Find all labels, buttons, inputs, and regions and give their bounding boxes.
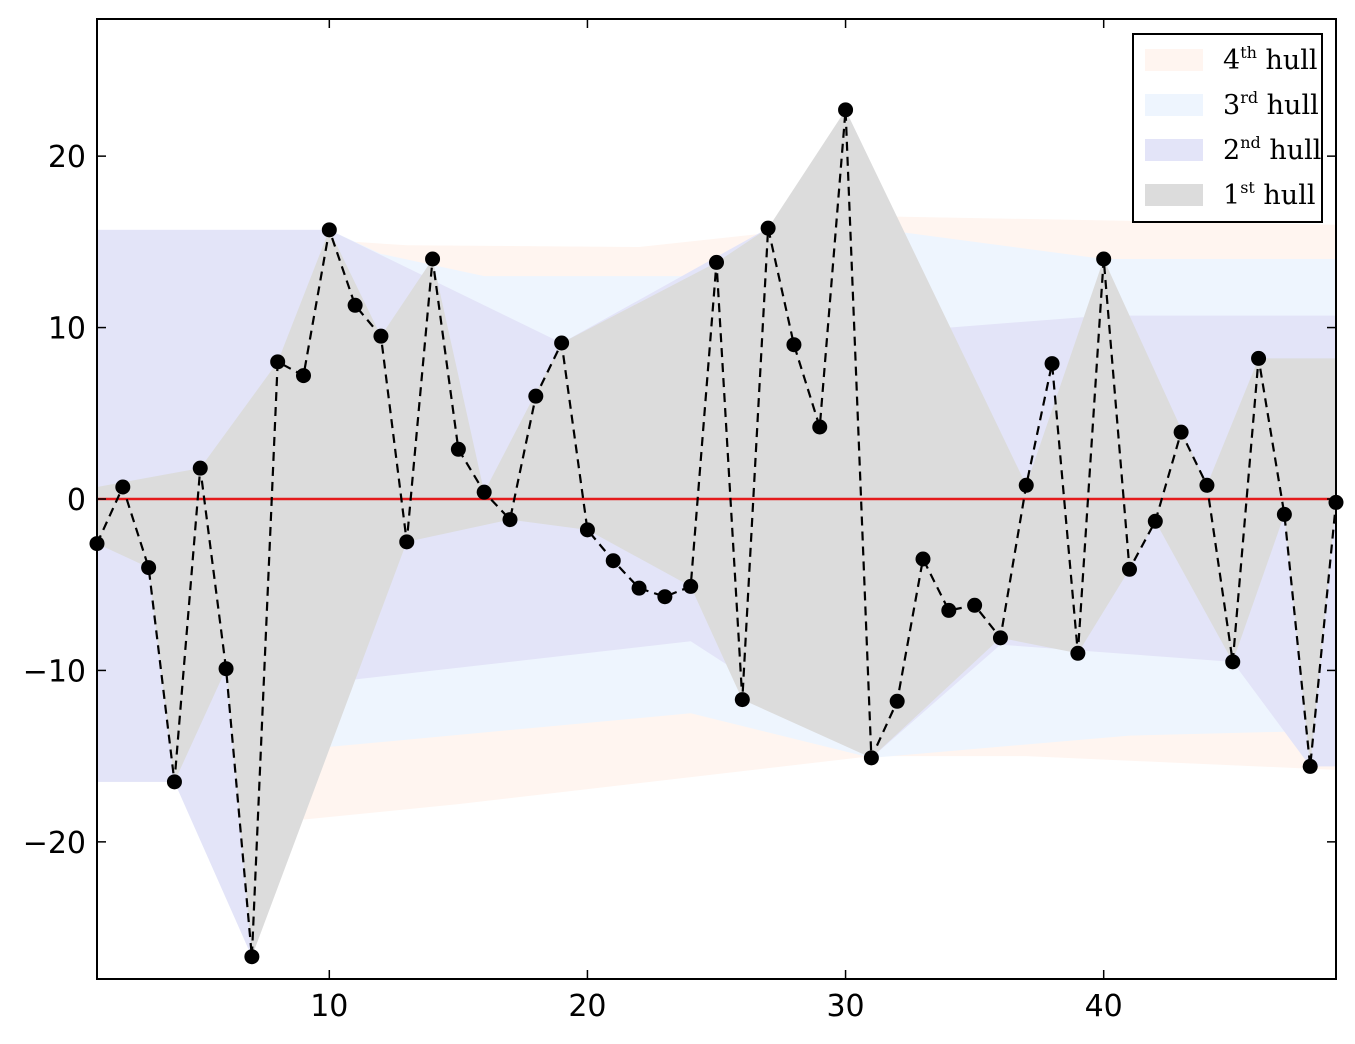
data-point [450, 441, 466, 457]
x-tick-label: 30 [826, 989, 864, 1024]
data-point [605, 553, 621, 569]
legend-label: 1st hull [1223, 178, 1315, 211]
legend-swatch [1145, 94, 1203, 116]
legend-swatch [1145, 184, 1203, 206]
legend-swatch [1145, 139, 1203, 161]
data-point [1122, 561, 1137, 577]
legend: 4th hull 3rd hull 2nd hull 1st hull [1132, 33, 1323, 223]
data-point [425, 251, 441, 267]
data-point [760, 220, 776, 236]
x-tick-label: 10 [310, 989, 348, 1024]
y-tick-label: 0 [67, 483, 86, 518]
legend-label: 3rd hull [1223, 88, 1319, 121]
data-point [347, 297, 363, 313]
data-point [863, 750, 879, 766]
data-point [657, 589, 673, 605]
axis-ticks: 10 20 30 40 20 10 0 −10 −20 [23, 19, 1336, 1024]
data-point [709, 254, 724, 270]
data-point [631, 580, 647, 596]
data-point [244, 949, 260, 965]
data-point [1018, 477, 1034, 493]
data-point [1225, 654, 1241, 670]
hull-areas [97, 109, 1336, 957]
data-point [992, 630, 1008, 646]
data-point [1302, 758, 1318, 774]
data-point [967, 597, 983, 613]
data-point [502, 512, 518, 528]
data-point [838, 102, 854, 118]
data-point [1044, 356, 1060, 372]
data-point [476, 484, 492, 500]
data-point [734, 692, 750, 708]
x-tick-label: 20 [568, 989, 606, 1024]
data-point [1096, 251, 1112, 267]
data-point [192, 460, 208, 476]
data-point [812, 419, 828, 435]
data-point [1147, 513, 1163, 529]
data-point [166, 774, 182, 790]
data-point [528, 388, 544, 404]
data-point [786, 337, 802, 353]
y-tick-label: −10 [23, 654, 86, 689]
hull-1st [97, 109, 1336, 957]
data-point [915, 551, 931, 567]
data-point [683, 578, 699, 594]
data-point [579, 522, 595, 538]
y-tick-label: 10 [48, 312, 86, 347]
data-point [373, 328, 389, 344]
legend-swatch [1145, 49, 1203, 71]
legend-label: 4th hull [1223, 43, 1318, 76]
data-point [554, 335, 570, 351]
data-series [89, 102, 1344, 965]
data-point [399, 534, 415, 550]
data-point [115, 479, 131, 495]
data-point [1173, 424, 1189, 440]
legend-label: 2nd hull [1223, 133, 1321, 166]
data-point [1070, 645, 1086, 661]
x-tick-label: 40 [1085, 989, 1123, 1024]
y-tick-label: 20 [48, 140, 86, 175]
data-point [218, 661, 234, 677]
data-point [941, 602, 957, 618]
data-point [321, 222, 337, 238]
data-point [1276, 506, 1292, 522]
data-point [270, 354, 286, 370]
data-point [141, 560, 157, 576]
y-tick-label: −20 [23, 826, 86, 861]
data-point [1251, 350, 1267, 366]
data-point [296, 368, 311, 384]
data-point [1199, 477, 1215, 493]
data-point [889, 693, 905, 709]
